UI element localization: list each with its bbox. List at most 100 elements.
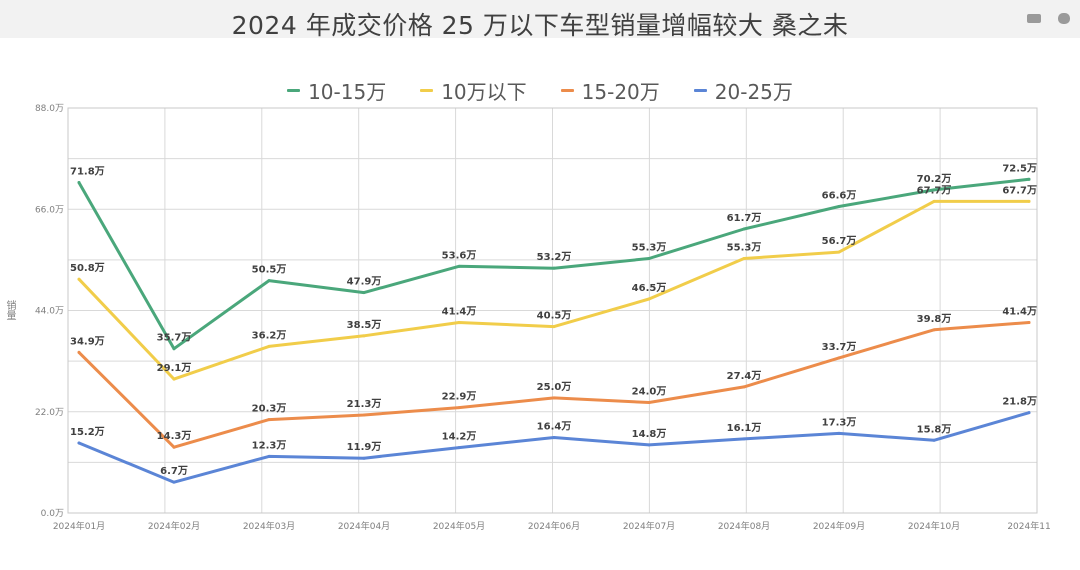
data-point (837, 356, 841, 360)
data-point (552, 266, 556, 270)
data-label: 21.3万 (347, 398, 382, 410)
data-label: 47.9万 (347, 276, 382, 288)
y-axis-label: 销量 (4, 300, 15, 320)
data-label: 12.3万 (252, 439, 287, 451)
x-tick-label: 2024年02月 (148, 520, 200, 532)
legend-swatch (420, 88, 434, 92)
data-label: 17.3万 (822, 416, 857, 428)
data-label: 46.5万 (632, 282, 667, 294)
series-line (77, 199, 1031, 381)
data-point (77, 181, 81, 185)
legend-item: 20-25万 (693, 76, 793, 105)
data-point (457, 264, 461, 268)
data-point (1027, 199, 1031, 203)
data-label: 38.5万 (347, 319, 382, 331)
data-point (457, 320, 461, 324)
data-point (552, 436, 556, 440)
data-label: 36.2万 (252, 329, 287, 341)
data-point (267, 279, 271, 283)
legend-swatch (693, 88, 707, 92)
data-label: 11.9万 (347, 441, 382, 453)
data-point (647, 443, 651, 447)
data-point (362, 456, 366, 460)
legend-label: 10-15万 (308, 79, 387, 104)
legend-swatch (560, 88, 574, 92)
data-label: 16.4万 (537, 421, 572, 433)
legend-label: 15-20万 (581, 79, 660, 104)
data-point (457, 406, 461, 410)
plot-border (67, 107, 1038, 514)
y-tick-label: 66.0万 (35, 205, 64, 215)
x-tick-label: 2024年05月 (433, 520, 485, 532)
data-label: 66.6万 (822, 189, 857, 201)
data-point (172, 377, 176, 381)
data-label: 70.2万 (917, 173, 952, 185)
series-line (77, 177, 1031, 351)
data-point (742, 385, 746, 389)
data-label: 56.7万 (822, 235, 857, 247)
data-label: 6.7万 (160, 465, 188, 477)
data-label: 24.0万 (632, 386, 667, 398)
x-tick-label: 2024年06月 (528, 520, 580, 532)
data-point (837, 250, 841, 254)
data-point (77, 277, 81, 281)
data-label: 14.3万 (157, 430, 192, 442)
x-tick-label: 2024年10月 (908, 520, 960, 532)
data-label: 14.8万 (632, 428, 667, 440)
y-tick-label: 44.0万 (35, 307, 64, 317)
x-tick-label: 2024年03月 (243, 520, 295, 532)
data-point (172, 445, 176, 449)
data-label: 22.9万 (442, 391, 477, 403)
data-point (932, 188, 936, 192)
data-label: 40.5万 (537, 310, 572, 322)
data-label: 25.0万 (537, 381, 572, 393)
data-point (77, 441, 81, 445)
x-tick-label: 2024年07月 (623, 520, 675, 532)
minimize-icon[interactable] (1027, 14, 1041, 23)
data-label: 33.7万 (822, 341, 857, 353)
data-point (172, 480, 176, 484)
data-point (932, 328, 936, 332)
x-tick-label: 2024年04月 (338, 520, 390, 532)
data-point (362, 291, 366, 295)
data-point (172, 347, 176, 351)
x-tick-label: 2024年08月 (718, 520, 770, 532)
legend-item: 15-20万 (560, 76, 660, 105)
data-label: 34.9万 (70, 335, 105, 347)
chart-legend: 10-15万 10万以下 15-20万 20-25万 (0, 76, 1080, 104)
y-tick-label: 22.0万 (35, 408, 64, 418)
data-point (552, 325, 556, 329)
data-point (77, 350, 81, 354)
legend-label: 10万以下 (441, 79, 527, 104)
data-label: 67.7万 (1002, 184, 1037, 196)
x-tick-label: 2024年09月 (813, 520, 865, 532)
data-point (362, 334, 366, 338)
data-point (267, 344, 271, 348)
chart-title: 2024 年成交价格 25 万以下车型销量增幅较大 桑之未 (231, 11, 849, 40)
data-point (837, 204, 841, 208)
data-point (647, 256, 651, 260)
data-label: 55.3万 (632, 241, 667, 253)
data-label: 21.8万 (1002, 396, 1037, 408)
legend-label: 20-25万 (714, 79, 793, 104)
data-label: 29.1万 (157, 362, 192, 374)
legend-swatch (287, 88, 301, 92)
data-label: 50.8万 (70, 262, 105, 274)
data-label: 27.4万 (727, 370, 762, 382)
data-point (362, 413, 366, 417)
data-point (742, 256, 746, 260)
data-label: 41.4万 (442, 305, 477, 317)
data-point (457, 446, 461, 450)
window-title-bar (0, 0, 1080, 38)
data-point (552, 396, 556, 400)
data-point (742, 437, 746, 441)
data-point (647, 297, 651, 301)
legend-item: 10万以下 (420, 76, 527, 105)
data-label: 15.8万 (917, 423, 952, 435)
data-point (742, 227, 746, 231)
data-label: 35.7万 (157, 332, 192, 344)
data-point (932, 438, 936, 442)
data-label: 15.2万 (70, 426, 105, 438)
data-label: 20.3万 (252, 403, 287, 415)
window-control-icon[interactable] (1058, 13, 1070, 24)
